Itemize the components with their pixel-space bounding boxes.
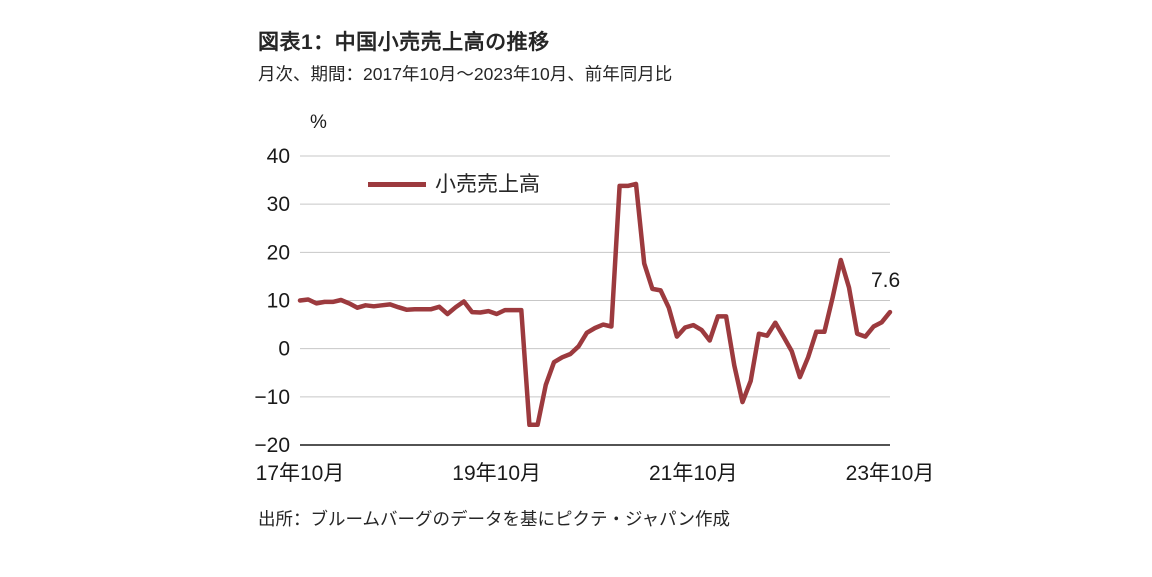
y-tick-label: −20 (254, 434, 290, 457)
x-tick-label: 23年10月 (846, 462, 935, 485)
x-tick-label: 21年10月 (649, 462, 738, 485)
y-tick-label: 30 (267, 193, 290, 216)
x-tick-label: 17年10月 (256, 462, 345, 485)
y-tick-label: 10 (267, 290, 290, 313)
last-value-annotation: 7.6 (871, 269, 901, 292)
source-note: 出所：ブルームバーグのデータを基にピクテ・ジャパン作成 (258, 509, 730, 529)
chart-title: 図表1：中国小売売上高の推移 (258, 31, 550, 54)
x-tick-label: 19年10月 (452, 462, 541, 485)
legend-label: 小売売上高 (435, 173, 540, 196)
y-tick-label: 0 (278, 338, 290, 361)
y-tick-label: −10 (254, 386, 290, 409)
series-line-retail-sales (297, 181, 893, 428)
y-axis-unit-label: % (310, 112, 327, 133)
y-tick-label: 40 (267, 145, 290, 168)
line-chart: 40 30 20 10 0 −10 −20 17年10月 19年10月 21年10月 23年10月 (254, 145, 935, 485)
y-tick-label: 20 (267, 241, 290, 264)
chart-subtitle: 月次、期間：2017年10月～2023年10月、前年同月比 (258, 64, 673, 84)
legend-line-swatch (368, 182, 426, 187)
legend: 小売売上高 (368, 168, 540, 198)
